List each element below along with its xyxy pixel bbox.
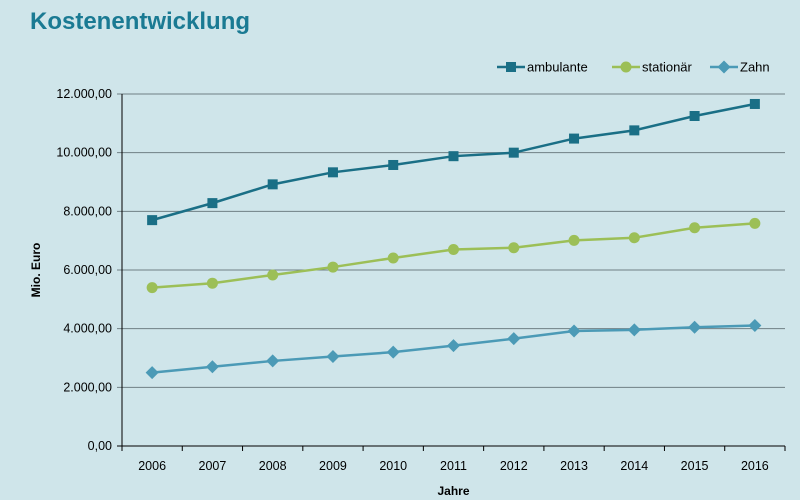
data-point: [387, 252, 399, 264]
legend-label: ambulante: [527, 60, 588, 75]
x-tick-label: 2014: [620, 459, 648, 473]
chart-title: Kostenentwicklung: [30, 8, 251, 35]
data-point: [749, 217, 761, 229]
series-ambulante: [147, 98, 760, 226]
data-point: [147, 215, 158, 226]
y-axis-title: Mio. Euro: [29, 243, 43, 298]
data-point: [326, 350, 340, 364]
data-point: [205, 360, 219, 374]
x-tick-label: 2012: [500, 459, 528, 473]
data-point: [327, 261, 339, 273]
data-point: [567, 324, 581, 338]
x-tick-label: 2010: [379, 459, 407, 473]
y-tick-label: 8.000,00: [63, 204, 112, 218]
series-layer: [145, 98, 762, 380]
data-point: [206, 277, 218, 289]
data-point: [628, 232, 640, 244]
data-point: [569, 133, 580, 144]
x-tick-label: 2008: [259, 459, 287, 473]
series-station-r: [146, 217, 761, 294]
data-point: [629, 125, 640, 136]
legend-item: Zahn: [710, 60, 770, 75]
data-point: [507, 332, 521, 346]
data-point: [689, 111, 700, 121]
data-point: [568, 234, 580, 246]
data-point: [145, 366, 159, 380]
data-point: [267, 269, 279, 281]
data-point: [266, 354, 280, 368]
x-tick-label: 2009: [319, 459, 347, 473]
data-point: [508, 242, 520, 254]
y-tick-label: 0,00: [88, 439, 112, 453]
axes: 0,00 2.000,00 4.000,00 6.000,00 8.000,00 10.0…: [56, 87, 786, 473]
legend-label: stationär: [642, 60, 693, 75]
data-point: [749, 98, 760, 109]
data-point: [207, 198, 218, 209]
data-point: [627, 323, 641, 337]
data-point: [327, 167, 338, 178]
y-tick-label: 12.000,00: [56, 87, 112, 101]
data-point: [689, 222, 701, 234]
data-point: [508, 147, 519, 158]
legend-item: stationär: [612, 60, 693, 75]
data-point: [748, 318, 762, 332]
x-tick-label: 2011: [440, 459, 467, 473]
data-point: [688, 320, 702, 334]
x-tick-label: 2007: [199, 459, 227, 473]
data-point: [447, 339, 460, 353]
series-line: [152, 222, 755, 289]
data-point: [146, 282, 158, 294]
x-tick-label: 2016: [741, 459, 769, 473]
legend: ambulante stationär Zahn: [497, 60, 770, 75]
y-tick-label: 6.000,00: [63, 263, 112, 277]
legend-item: ambulante: [497, 60, 588, 75]
data-point: [388, 159, 399, 170]
legend-marker: [717, 60, 731, 74]
y-tick-label: 10.000,00: [56, 146, 112, 160]
y-tick-label: 2.000,00: [63, 380, 112, 394]
legend-label: Zahn: [740, 60, 770, 75]
series-line: [151, 102, 756, 222]
x-tick-label: 2015: [681, 459, 709, 473]
data-point: [448, 151, 459, 162]
x-tick-label: 2006: [138, 459, 166, 473]
data-point: [386, 345, 400, 359]
data-point: [448, 243, 459, 255]
x-axis-title: Jahre: [437, 484, 469, 498]
series-zahn: [145, 318, 762, 380]
data-point: [267, 179, 278, 190]
grid: [117, 93, 785, 447]
y-tick-label: 4.000,00: [63, 322, 112, 336]
legend-marker: [506, 62, 516, 72]
x-tick-label: 2013: [560, 459, 588, 473]
legend-marker: [620, 61, 632, 73]
